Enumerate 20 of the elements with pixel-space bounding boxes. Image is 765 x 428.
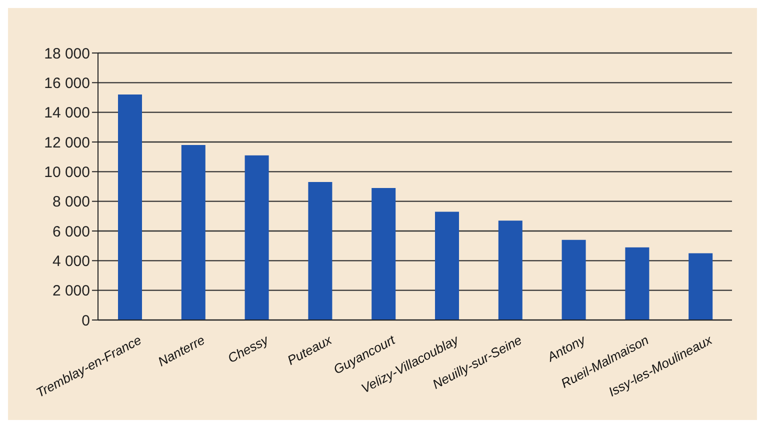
y-tick-label: 2 000: [52, 282, 90, 300]
y-tick-label: 10 000: [44, 164, 90, 181]
bar: [435, 212, 459, 320]
y-tick-label: 12 000: [44, 134, 90, 152]
y-tick-label: 6 000: [52, 223, 90, 240]
bar: [308, 182, 332, 320]
bar: [498, 220, 522, 320]
y-tick-label: 0: [82, 312, 90, 330]
y-tick-label: 16 000: [44, 74, 90, 92]
bar: [625, 247, 650, 320]
bar: [244, 155, 269, 320]
bar: [688, 253, 713, 320]
bar: [562, 240, 586, 320]
y-tick-label: 14 000: [44, 104, 90, 122]
bar: [118, 94, 142, 320]
bar: [181, 144, 206, 320]
bar: [372, 188, 396, 320]
y-tick-label: 4 000: [52, 252, 90, 270]
y-tick-label: 18 000: [44, 45, 90, 62]
y-tick-label: 8 000: [52, 194, 90, 211]
